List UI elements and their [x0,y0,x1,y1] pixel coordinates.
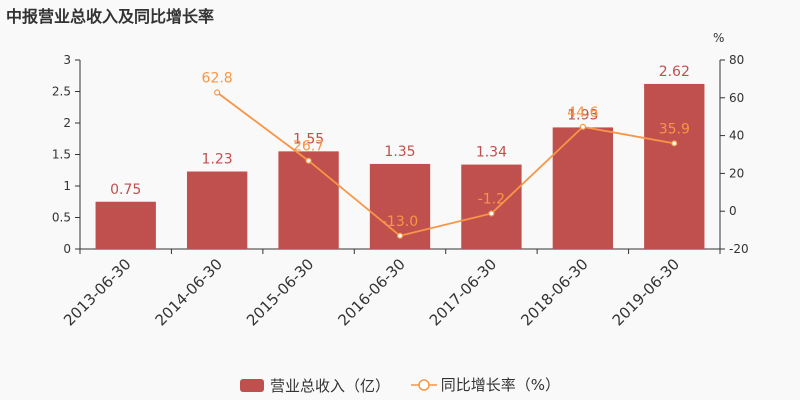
left-axis-tick-label: 0.5 [52,211,71,225]
line-point [396,232,404,239]
left-axis-tick-label: 2.5 [52,85,71,99]
bar [461,164,522,249]
line-data-label: 35.9 [659,121,690,137]
x-axis-tick-label: 2013-06-30 [60,255,134,329]
legend-line-swatch [410,378,437,391]
x-axis-tick-label: 2018-06-30 [517,255,591,329]
bar-data-label: 0.75 [110,182,141,198]
bar-data-label: 1.55 [293,131,324,147]
left-axis-tick-label: 3 [63,53,71,67]
bar-data-label: 1.23 [202,152,233,168]
right-axis-tick-label: 60 [729,91,744,105]
legend-item-growth[interactable]: 同比增长率（%） [410,374,561,395]
bar [644,83,705,249]
line-point [671,140,678,147]
x-axis-tick-label: 2014-06-30 [152,255,226,329]
legend-label-growth: 同比增长率（%） [440,376,561,394]
chart-title: 中报营业总收入及同比增长率 [6,7,215,26]
combo-chart: 0 0.5 1 1.5 2 2.5 3 -20 0 20 40 60 80 2013-06-30 2014-… [52,53,749,329]
x-axis-tick-label: 2017-06-30 [426,255,500,329]
line-point [214,89,221,96]
legend-bar-swatch [239,378,264,392]
line-data-label: 44.6 [567,105,598,121]
bar [278,151,339,249]
bar-data-label: 1.35 [384,144,415,160]
right-axis-tick-label: 0 [729,204,737,218]
legend: 营业总收入（亿） 同比增长率（%） [0,374,800,396]
line-point [579,123,586,131]
bar [186,171,248,249]
bar-data-label: 1.34 [476,145,507,161]
right-axis-tick-label: -20 [729,242,749,256]
x-axis-tick-label: 2016-06-30 [334,255,408,329]
x-axis-tick-label: 2019-06-30 [609,255,683,329]
right-axis-tick-label: 80 [729,53,744,67]
right-axis-unit: % [713,31,725,45]
bar [95,201,156,249]
line-point [305,157,312,164]
left-axis-tick-label: 1.5 [52,148,71,162]
x-axis-tick-label: 2015-06-30 [243,255,317,329]
bar [552,127,614,249]
line-data-label: -13.0 [382,214,418,230]
right-axis-tick-label: 40 [729,129,744,143]
bar-data-label: 1.93 [567,107,598,123]
left-axis-tick-label: 0 [63,242,71,256]
left-axis-tick-label: 1 [63,179,71,193]
left-axis-tick-label: 2 [63,116,71,130]
line-data-label: 62.8 [202,71,233,87]
line-point [488,210,495,217]
legend-item-revenue[interactable]: 营业总收入（亿） [239,375,390,396]
line-data-label: -1.2 [478,191,505,207]
bar-data-label: 2.62 [659,64,690,80]
legend-label-revenue: 营业总收入（亿） [269,376,390,395]
growth-rate-line [216,91,675,237]
line-data-label: 26.7 [293,139,324,155]
right-axis-tick-label: 20 [729,166,744,180]
